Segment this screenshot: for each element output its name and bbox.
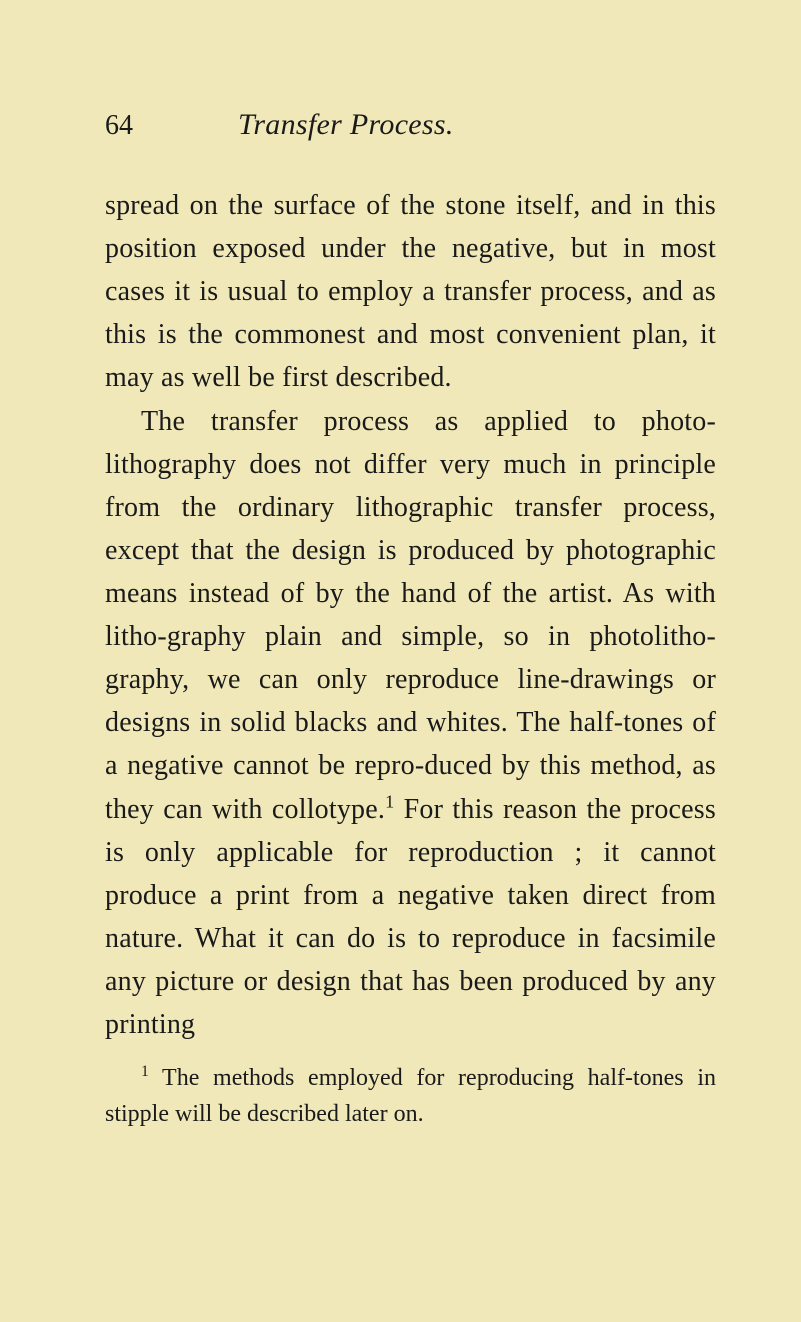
footnote-marker: 1 bbox=[141, 1063, 149, 1080]
footnote-ref-1: 1 bbox=[385, 791, 394, 811]
paragraph-2-part2: For this reason the process is only appl… bbox=[105, 794, 716, 1041]
paragraph-2: The transfer process as applied to photo… bbox=[105, 400, 716, 1047]
page-header: 64 Transfer Process. bbox=[105, 108, 716, 142]
footnote: 1 The methods employed for reproducing h… bbox=[105, 1060, 716, 1132]
paragraph-2-part1: The transfer process as applied to photo… bbox=[105, 406, 716, 825]
paragraph-1: spread on the surface of the stone itsel… bbox=[105, 184, 716, 400]
page-title: Transfer Process. bbox=[238, 108, 454, 142]
page-number: 64 bbox=[105, 110, 133, 142]
body-text: spread on the surface of the stone itsel… bbox=[105, 184, 716, 1046]
footnote-text: The methods employed for reproducing hal… bbox=[105, 1065, 716, 1127]
